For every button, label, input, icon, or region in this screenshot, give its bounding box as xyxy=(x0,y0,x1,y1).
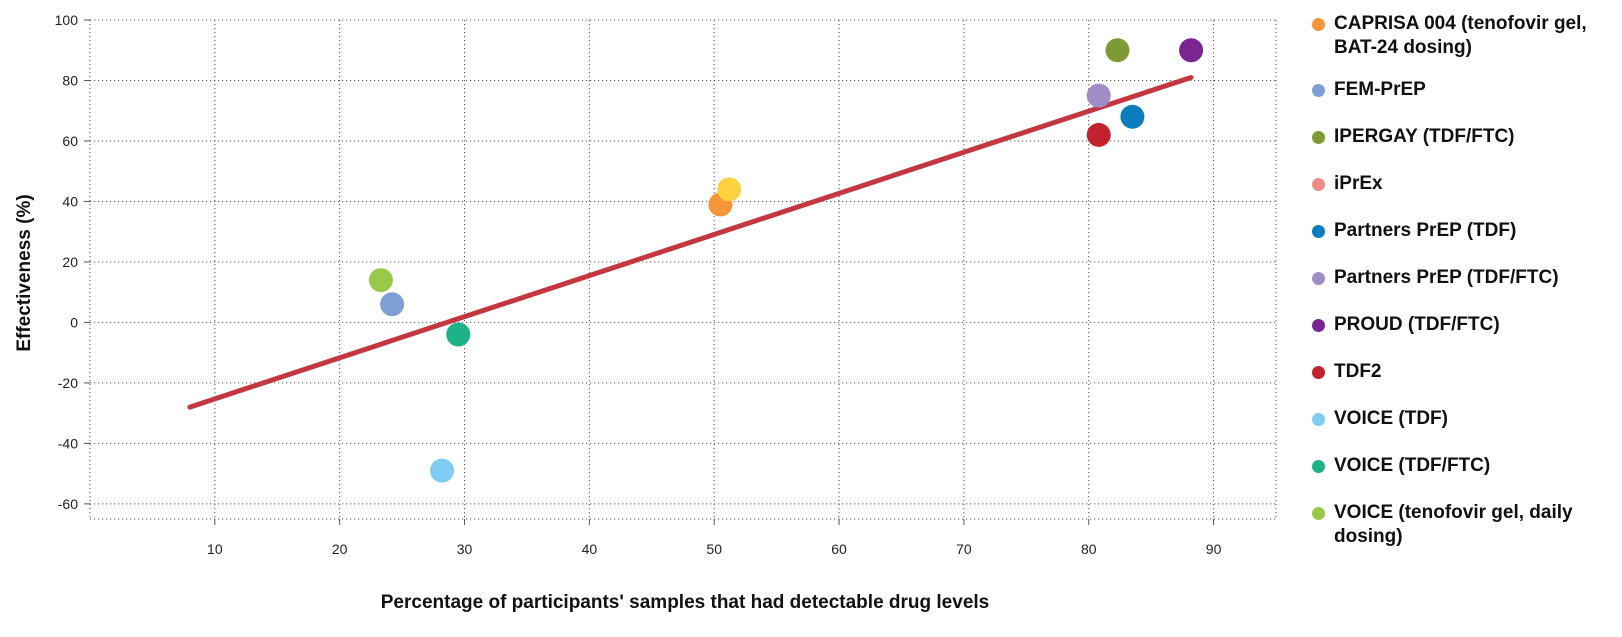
legend-item: CAPRISA 004 (tenofovir gel, BAT-24 dosin… xyxy=(1312,12,1617,60)
data-point xyxy=(1179,38,1204,63)
legend-item: FEM-PrEP xyxy=(1312,78,1617,102)
x-tick-label: 30 xyxy=(457,541,473,557)
x-tick-label: 70 xyxy=(956,541,972,557)
legend-item: PROUD (TDF/FTC) xyxy=(1312,313,1617,337)
legend-label: VOICE (tenofovir gel, daily dosing) xyxy=(1334,502,1573,547)
y-tick-label: 40 xyxy=(62,193,78,209)
legend-item: VOICE (TDF) xyxy=(1312,407,1617,431)
data-point xyxy=(446,322,471,347)
legend-item: Partners PrEP (TDF) xyxy=(1312,219,1617,243)
y-tick-label: 100 xyxy=(55,12,79,28)
x-tick-label: 90 xyxy=(1206,541,1222,557)
x-tick-label: 20 xyxy=(332,541,348,557)
legend-dot xyxy=(1312,460,1325,473)
data-point xyxy=(1120,104,1145,129)
legend-label: Partners PrEP (TDF/FTC) xyxy=(1334,267,1559,288)
grid xyxy=(89,19,1277,520)
legend-item: TDF2 xyxy=(1312,360,1617,384)
legend-label: TDF2 xyxy=(1334,361,1382,382)
data-point xyxy=(430,458,455,483)
x-tick-label: 60 xyxy=(831,541,847,557)
legend-label: IPERGAY (TDF/FTC) xyxy=(1334,126,1515,147)
x-axis-title: Percentage of participants' samples that… xyxy=(381,592,989,613)
legend: CAPRISA 004 (tenofovir gel, BAT-24 dosin… xyxy=(1312,12,1617,567)
x-tick-label: 50 xyxy=(706,541,722,557)
y-tick-label: 0 xyxy=(70,314,78,330)
y-tick-label: 80 xyxy=(62,72,78,88)
y-tick-label: -40 xyxy=(58,435,78,451)
legend-label: Partners PrEP (TDF) xyxy=(1334,220,1517,241)
data-points xyxy=(368,38,1204,483)
legend-item: VOICE (TDF/FTC) xyxy=(1312,454,1617,478)
y-tick-label: 60 xyxy=(62,133,78,149)
trendline-group xyxy=(187,74,1194,410)
legend-item: IPERGAY (TDF/FTC) xyxy=(1312,125,1617,149)
legend-dot xyxy=(1312,319,1325,332)
legend-label: FEM-PrEP xyxy=(1334,79,1426,100)
legend-dot xyxy=(1312,272,1325,285)
legend-dot xyxy=(1312,413,1325,426)
y-tick-label: -20 xyxy=(58,375,78,391)
legend-dot xyxy=(1312,507,1325,520)
data-point xyxy=(368,268,393,293)
data-point xyxy=(1086,122,1111,147)
legend-dot xyxy=(1312,18,1325,31)
axis-ticks: 100 80 60 40 20 0 -20 -40 -60 10 20 30 40 50 60 70 80 90 xyxy=(55,12,1222,557)
legend-label: VOICE (TDF) xyxy=(1334,408,1448,429)
trendline xyxy=(187,74,1194,410)
legend-item: VOICE (tenofovir gel, daily dosing) xyxy=(1312,501,1617,549)
legend-item: iPrEx xyxy=(1312,172,1617,196)
data-point xyxy=(1105,38,1130,63)
x-tick-label: 80 xyxy=(1081,541,1097,557)
y-axis-title: Effectiveness (%) xyxy=(14,194,35,351)
y-tick-label: 20 xyxy=(62,254,78,270)
legend-label: PROUD (TDF/FTC) xyxy=(1334,314,1500,335)
legend-item: Partners PrEP (TDF/FTC) xyxy=(1312,266,1617,290)
legend-dot xyxy=(1312,366,1325,379)
legend-dot xyxy=(1312,131,1325,144)
data-point xyxy=(717,177,742,202)
legend-dot xyxy=(1312,84,1325,97)
legend-label: iPrEx xyxy=(1334,173,1383,194)
x-tick-label: 10 xyxy=(207,541,223,557)
legend-label: VOICE (TDF/FTC) xyxy=(1334,455,1491,476)
data-point xyxy=(1086,83,1111,108)
x-tick-label: 40 xyxy=(582,541,598,557)
legend-dot xyxy=(1312,178,1325,191)
data-point xyxy=(380,292,405,317)
legend-label: CAPRISA 004 (tenofovir gel, BAT-24 dosin… xyxy=(1334,13,1587,58)
legend-dot xyxy=(1312,225,1325,238)
y-tick-label: -60 xyxy=(58,496,78,512)
